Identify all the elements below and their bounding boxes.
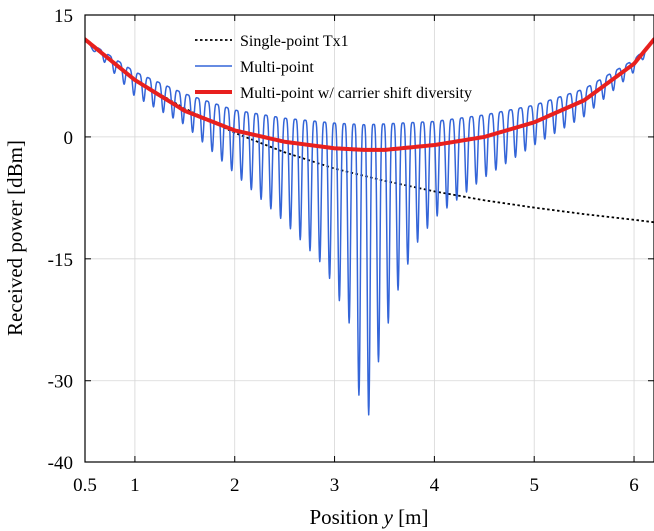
- series-multi-point-line: [85, 38, 649, 416]
- y-tick-label-2: -15: [48, 250, 73, 271]
- x-tick-label-5: 5: [529, 475, 539, 496]
- ticks: [84, 14, 654, 463]
- y-tick-label-4: -40: [48, 453, 73, 474]
- x-axis-label-suffix: [m]: [393, 505, 429, 529]
- plot-frame: [84, 14, 654, 463]
- series-single-point-line: [85, 38, 654, 224]
- x-tick-label-4: 4: [430, 475, 440, 496]
- legend: Single-point Tx1 Multi-point Multi-point…: [195, 33, 472, 102]
- legend-label-carrier-shift: Multi-point w/ carrier shift diversity: [240, 85, 472, 102]
- y-tick-label-0: 15: [54, 6, 73, 27]
- series-group: [85, 37, 654, 416]
- y-tick-label-1: 0: [64, 128, 74, 149]
- x-axis-label-variable: y: [382, 505, 394, 529]
- series-carrier-shift-line: [85, 37, 654, 152]
- x-axis-label-prefix: Position: [309, 505, 383, 529]
- x-tick-label-3: 3: [330, 475, 340, 496]
- x-tick-label-1: 1: [130, 475, 140, 496]
- tick-labels: 0.5 1 2 3 4 5 6 15 0 -15 -30 -40: [48, 6, 639, 496]
- y-tick-label-3: -30: [48, 372, 73, 393]
- x-axis-label: Position y [m]: [309, 505, 428, 529]
- x-tick-label-6: 6: [629, 475, 639, 496]
- x-tick-label-2: 2: [230, 475, 240, 496]
- legend-label-multi-point: Multi-point: [240, 59, 314, 76]
- x-tick-label-0: 0.5: [73, 475, 97, 496]
- legend-label-single-point: Single-point Tx1: [240, 33, 349, 50]
- y-axis-label: Received power [dBm]: [3, 140, 27, 336]
